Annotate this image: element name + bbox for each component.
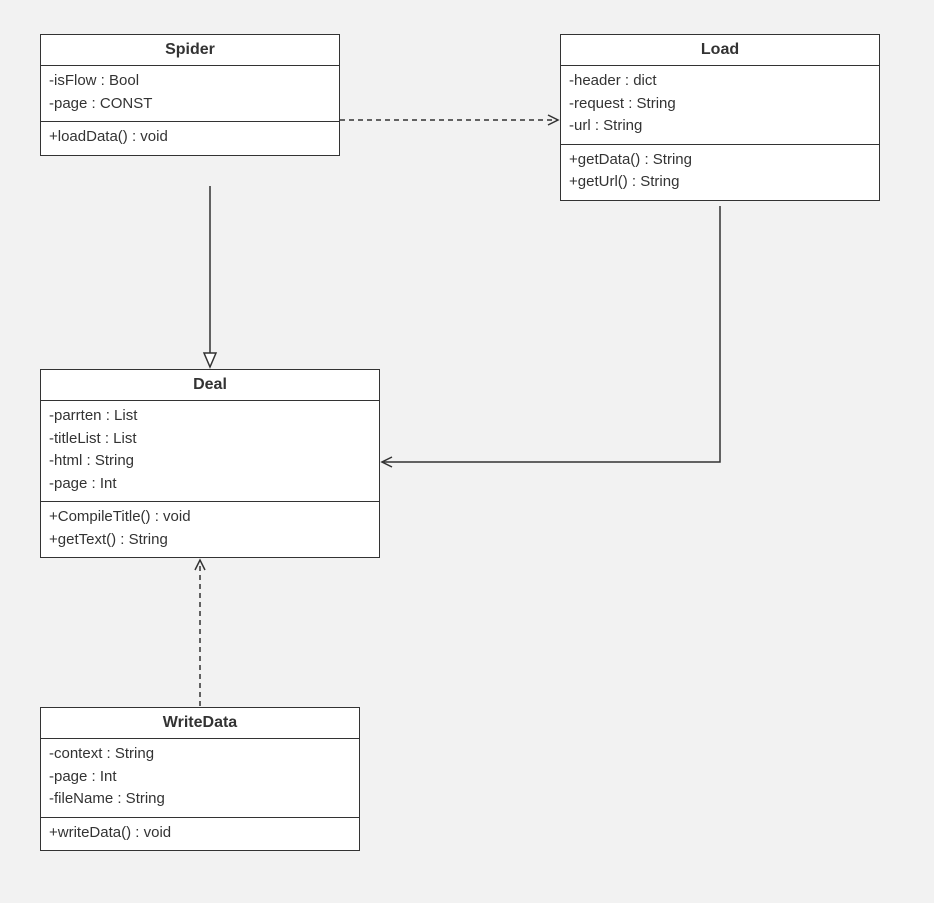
method: +writeData() : void	[49, 822, 351, 845]
method: +loadData() : void	[49, 126, 331, 149]
method: +getData() : String	[569, 149, 871, 172]
class-title: Load	[561, 35, 879, 66]
attribute: -request : String	[569, 93, 871, 116]
attributes-section: -isFlow : Bool -page : CONST	[41, 66, 339, 122]
attributes-section: -header : dict -request : String -url : …	[561, 66, 879, 145]
attribute: -header : dict	[569, 70, 871, 93]
method: +getText() : String	[49, 529, 371, 552]
attribute: -context : String	[49, 743, 351, 766]
attribute: -fileName : String	[49, 788, 351, 811]
class-title: Spider	[41, 35, 339, 66]
methods-section: +writeData() : void	[41, 818, 359, 851]
attribute: -html : String	[49, 450, 371, 473]
class-load: Load -header : dict -request : String -u…	[560, 34, 880, 201]
attributes-section: -context : String -page : Int -fileName …	[41, 739, 359, 818]
class-writedata: WriteData -context : String -page : Int …	[40, 707, 360, 851]
attribute: -isFlow : Bool	[49, 70, 331, 93]
diagram-canvas: Spider -isFlow : Bool -page : CONST +loa…	[0, 0, 934, 903]
class-deal: Deal -parrten : List -titleList : List -…	[40, 369, 380, 558]
methods-section: +CompileTitle() : void +getText() : Stri…	[41, 502, 379, 557]
method: +CompileTitle() : void	[49, 506, 371, 529]
attribute: -titleList : List	[49, 428, 371, 451]
attribute: -page : Int	[49, 473, 371, 496]
class-title: WriteData	[41, 708, 359, 739]
attributes-section: -parrten : List -titleList : List -html …	[41, 401, 379, 502]
class-title: Deal	[41, 370, 379, 401]
attribute: -page : CONST	[49, 93, 331, 116]
attribute: -page : Int	[49, 766, 351, 789]
methods-section: +getData() : String +getUrl() : String	[561, 145, 879, 200]
attribute: -parrten : List	[49, 405, 371, 428]
edge-load-deal	[382, 206, 720, 462]
method: +getUrl() : String	[569, 171, 871, 194]
class-spider: Spider -isFlow : Bool -page : CONST +loa…	[40, 34, 340, 156]
attribute: -url : String	[569, 115, 871, 138]
methods-section: +loadData() : void	[41, 122, 339, 155]
